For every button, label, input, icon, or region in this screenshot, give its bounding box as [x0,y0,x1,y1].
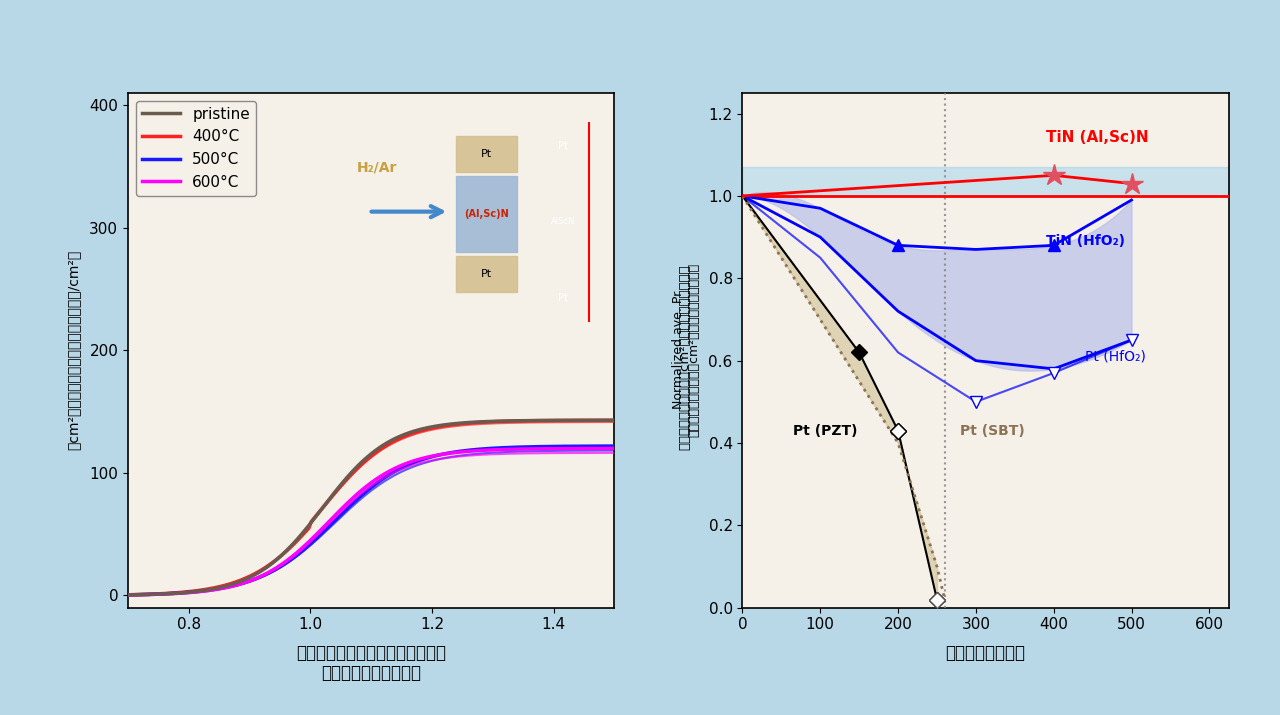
Text: TiN (Al,Sc)N: TiN (Al,Sc)N [1046,130,1148,145]
Text: Pt: Pt [481,149,492,159]
Text: H₂/Ar: H₂/Ar [357,161,398,174]
Bar [456,256,517,292]
Bar [742,167,1229,196]
Text: Pt: Pt [481,269,492,279]
Text: TiN (HfO₂): TiN (HfO₂) [1046,235,1125,248]
X-axis label: 熱処理温度（度）: 熱処理温度（度） [946,644,1025,661]
Text: Pt (SBT): Pt (SBT) [960,424,1025,438]
X-axis label: 分極が反転する電界で規格化した
単位長さあたりの電圧: 分極が反転する電界で規格化した 単位長さあたりの電圧 [296,644,447,682]
Legend: pristine, 400°C, 500°C, 600°C: pristine, 400°C, 500°C, 600°C [136,101,256,196]
Bar [456,136,517,172]
Text: AlScN: AlScN [550,217,576,226]
Text: 処理前の値に対する１cm²当たりの分極値の変化: 処理前の値に対する１cm²当たりの分極値の変化 [678,265,691,450]
Text: Pt (HfO₂): Pt (HfO₂) [1085,350,1146,364]
Y-axis label: １cm²当たりの分極値（マイクローロン/cm²）: １cm²当たりの分極値（マイクローロン/cm²） [67,250,81,450]
Text: (Al,Sc)N: (Al,Sc)N [465,209,508,219]
Y-axis label: Normalized ave. Pr
処理前の値に対する１cm²当たりの分極値の変化: Normalized ave. Pr 処理前の値に対する１cm²当たりの分極値の… [672,263,700,438]
Bar [456,176,517,252]
Text: Pt: Pt [558,292,568,302]
Text: Pt: Pt [558,141,568,151]
Text: Pt (PZT): Pt (PZT) [794,424,858,438]
FancyArrowPatch shape [371,206,442,217]
